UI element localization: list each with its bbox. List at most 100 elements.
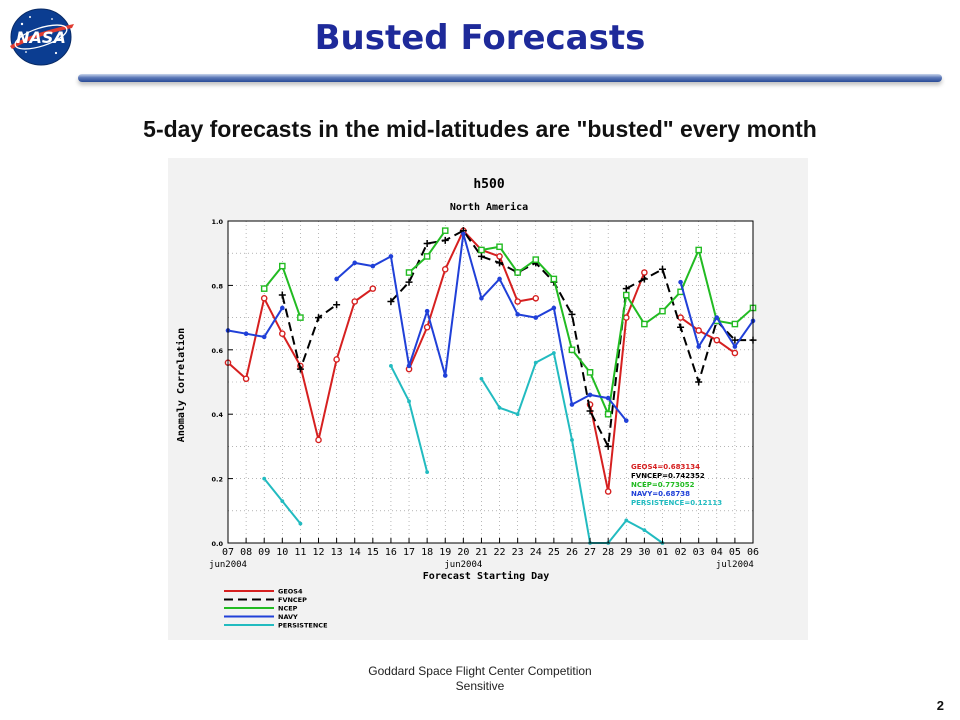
page-number: 2 <box>936 698 944 713</box>
data-point-geos4 <box>279 330 286 337</box>
legend-label-ncep: NCEP <box>278 605 298 613</box>
nasa-logo-text: NASA <box>16 28 66 47</box>
footer-line-2: Sensitive <box>455 679 505 693</box>
data-point-navy <box>732 344 738 349</box>
data-point-ncep <box>532 256 540 263</box>
title-divider <box>78 74 942 82</box>
data-point-persistence <box>407 399 411 404</box>
series-line-navy <box>227 307 284 338</box>
data-point-navy <box>497 276 502 282</box>
data-point-geos4 <box>315 436 322 444</box>
x-month-label: jul2004 <box>716 560 754 570</box>
x-tick-label: 29 <box>620 547 632 558</box>
data-point-navy <box>243 331 249 336</box>
chart-panel: h500 North America 0.0 0.2 0.4 0.6 0.8 1.0 07 0… <box>168 158 808 640</box>
x-tick-label: 21 <box>475 547 487 558</box>
data-point-ncep <box>260 285 268 292</box>
x-tick-label: 13 <box>331 547 343 558</box>
x-tick-label: 07 <box>222 547 234 558</box>
data-point-ncep <box>297 314 304 321</box>
x-month-label: jun2004 <box>444 560 482 570</box>
data-point-geos4 <box>423 323 431 331</box>
x-tick-label: 15 <box>367 547 379 558</box>
x-tick-label: 11 <box>294 547 306 558</box>
data-point-fvncep <box>568 310 576 318</box>
series-line-geos4 <box>408 229 536 370</box>
data-point-geos4 <box>351 298 359 305</box>
series-line-fvncep <box>281 294 338 371</box>
data-point-fvncep <box>622 285 630 293</box>
data-point-fvncep <box>405 278 413 286</box>
data-point-navy <box>678 279 683 285</box>
legend-label-persistence: PERSISTENCE <box>278 622 328 630</box>
data-point-fvncep <box>333 301 341 309</box>
stat-label-geos4: GEOS4=0.683134 <box>631 463 700 471</box>
legend-label-fvncep: FVNCEP <box>278 596 307 604</box>
data-point-geos4 <box>242 375 250 383</box>
data-point-persistence <box>479 376 484 381</box>
data-point-ncep <box>731 320 739 328</box>
data-point-fvncep <box>477 252 485 260</box>
data-point-geos4 <box>496 253 503 260</box>
x-tick-label: 24 <box>530 547 542 558</box>
data-point-fvncep <box>296 365 304 373</box>
data-point-navy <box>605 395 611 401</box>
data-point-persistence <box>533 360 538 365</box>
data-point-ncep <box>550 275 558 283</box>
data-point-navy <box>370 263 376 269</box>
data-point-navy <box>515 312 520 317</box>
data-point-geos4 <box>622 314 630 321</box>
x-tick-label: 27 <box>584 547 596 558</box>
data-point-persistence <box>642 528 647 533</box>
data-point-fvncep <box>586 407 594 415</box>
data-point-geos4 <box>641 269 648 276</box>
data-point-navy <box>696 344 701 349</box>
data-point-geos4 <box>369 285 377 292</box>
series-line-fvncep <box>390 229 753 448</box>
data-point-ncep <box>279 262 286 270</box>
data-point-geos4 <box>695 327 702 334</box>
x-tick-label: 28 <box>602 547 614 558</box>
data-point-geos4 <box>514 298 521 305</box>
y-tick-label: 0.4 <box>211 411 223 419</box>
x-tick-label: 20 <box>457 547 469 558</box>
series-ncep <box>260 227 757 418</box>
stat-label-persistence: PERSISTENCE=0.12113 <box>631 499 722 507</box>
stat-label-ncep: NCEP=0.773052 <box>631 481 695 489</box>
chart-title: h500 <box>473 177 504 192</box>
data-point-persistence <box>425 470 430 475</box>
data-point-navy <box>479 295 484 301</box>
data-point-geos4 <box>604 488 612 495</box>
stat-label-navy: NAVY=0.68738 <box>631 490 690 498</box>
data-point-fvncep <box>441 236 449 244</box>
data-point-fvncep <box>278 291 286 299</box>
data-point-geos4 <box>260 294 268 302</box>
data-point-geos4 <box>731 349 739 357</box>
data-point-navy <box>461 231 466 237</box>
data-point-navy <box>442 373 448 378</box>
data-point-persistence <box>497 405 502 410</box>
x-tick-label: 16 <box>385 547 397 558</box>
page-subtitle: 5-day forecasts in the mid-latitudes are… <box>143 116 817 142</box>
data-point-persistence <box>262 476 267 481</box>
series-line-geos4 <box>680 316 736 354</box>
data-point-ncep <box>659 307 666 315</box>
legend-label-navy: NAVY <box>278 613 298 621</box>
x-tick-label: 19 <box>439 547 451 558</box>
x-tick-label: 10 <box>276 547 288 558</box>
data-point-fvncep <box>677 323 685 331</box>
data-point-navy <box>569 402 575 407</box>
footer-line-1: Goddard Space Flight Center Competition <box>368 664 592 678</box>
x-month-label: jun2004 <box>209 560 247 570</box>
y-tick-label: 0.2 <box>211 476 223 484</box>
data-point-persistence <box>389 364 393 368</box>
y-tick-label: 1.0 <box>211 218 223 226</box>
data-point-fvncep <box>387 298 395 305</box>
data-point-navy <box>261 334 267 340</box>
data-point-ncep <box>405 269 413 276</box>
x-tick-label: 14 <box>349 547 361 558</box>
data-point-navy <box>714 315 720 320</box>
data-point-fvncep <box>604 442 612 450</box>
x-tick-label: 05 <box>729 547 741 558</box>
data-point-ncep <box>496 243 503 251</box>
